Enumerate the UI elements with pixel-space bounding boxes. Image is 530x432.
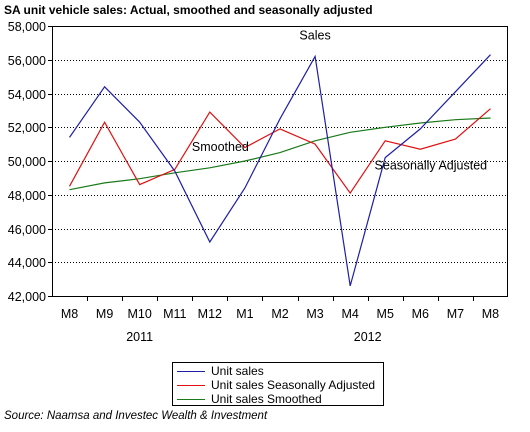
legend-label-seasonally-adjusted: Unit sales Seasonally Adjusted xyxy=(211,378,376,392)
chart-annotation: Smoothed xyxy=(192,140,249,154)
legend: Unit sales Unit sales Seasonally Adjuste… xyxy=(172,362,384,406)
series-layer xyxy=(68,54,491,287)
series-line-seasonally-adjusted xyxy=(68,108,491,195)
x-tick-label: M9 xyxy=(96,307,113,321)
x-tick-label: M8 xyxy=(61,307,78,321)
axis-layer xyxy=(48,26,508,301)
x-tick-label: M8 xyxy=(482,307,499,321)
y-tick-label: 56,000 xyxy=(8,54,46,68)
year-label: 2012 xyxy=(354,330,382,344)
chart-annotation: Seasonally Adjusted xyxy=(375,158,488,172)
x-tick-label: M2 xyxy=(271,307,288,321)
x-tick-label: M3 xyxy=(306,307,323,321)
x-tick-label: M12 xyxy=(198,307,222,321)
series-line-unit-sales xyxy=(69,54,491,287)
legend-swatch-smoothed xyxy=(177,398,205,400)
legend-item-unit-sales: Unit sales xyxy=(177,364,383,378)
x-tick-label: M4 xyxy=(341,307,358,321)
x-tick-label: M6 xyxy=(412,307,429,321)
legend-item-smoothed: Unit sales Smoothed xyxy=(177,392,383,406)
x-tick-label: M1 xyxy=(236,307,253,321)
chart-annotation: Sales xyxy=(299,29,330,43)
y-tick-label: 42,000 xyxy=(8,290,46,304)
series-line-smoothed xyxy=(69,117,491,191)
y-tick-label: 46,000 xyxy=(8,223,46,237)
y-tick-label: 54,000 xyxy=(8,88,46,102)
x-tick-label: M5 xyxy=(377,307,394,321)
plot-frame xyxy=(52,26,508,297)
y-tick-label: 58,000 xyxy=(8,20,46,34)
legend-item-seasonally-adjusted: Unit sales Seasonally Adjusted xyxy=(177,378,383,392)
x-tick-label: M10 xyxy=(128,307,152,321)
x-tick-label: M7 xyxy=(447,307,464,321)
x-tick-label: M11 xyxy=(163,307,186,321)
legend-label-smoothed: Unit sales Smoothed xyxy=(211,392,322,406)
y-tick-label: 52,000 xyxy=(8,121,46,135)
label-layer: 42,000 44,000 46,000 48,000 50,000 52,000 54,0… xyxy=(8,20,499,344)
y-tick-label: 48,000 xyxy=(8,189,46,203)
y-tick-label: 44,000 xyxy=(8,256,46,270)
source-note: Source: Naamsa and Investec Wealth & Inv… xyxy=(4,410,268,422)
legend-label-unit-sales: Unit sales xyxy=(211,364,264,378)
chart-title: SA unit vehicle sales: Actual, smoothed … xyxy=(4,3,373,17)
legend-swatch-seasonally-adjusted xyxy=(177,384,205,386)
y-tick-label: 50,000 xyxy=(8,155,46,169)
legend-swatch-unit-sales xyxy=(177,370,205,372)
year-label: 2011 xyxy=(126,330,153,344)
